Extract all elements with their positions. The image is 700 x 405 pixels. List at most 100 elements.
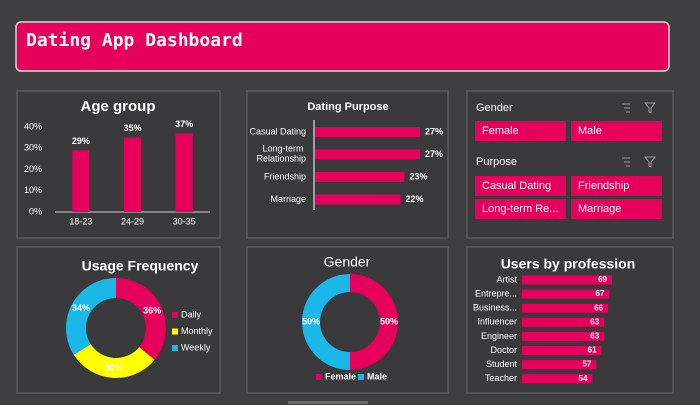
legend-label: Weekly	[181, 342, 211, 352]
clear-filter-icon[interactable]	[643, 102, 657, 114]
donut-segment	[65, 277, 116, 355]
category-label: Influencer	[477, 317, 517, 327]
slicer-item[interactable]: Male	[578, 125, 602, 137]
value-label: 61	[588, 346, 597, 355]
category-label: Artist	[496, 274, 517, 284]
value-label: 36%	[143, 305, 161, 315]
slicer-title: Purpose	[476, 156, 517, 168]
chart-title: Users by profession	[501, 256, 636, 272]
legend-label: Male	[367, 371, 387, 381]
legend-swatch	[358, 374, 364, 380]
value-label: 50%	[380, 316, 398, 326]
y-tick-label: 10%	[24, 185, 42, 195]
category-label: Business...	[473, 303, 517, 313]
value-label: 37%	[175, 119, 193, 129]
legend-label: Female	[325, 371, 356, 381]
value-label: 67	[595, 289, 604, 298]
x-tick-label: 24-29	[121, 216, 144, 226]
chart-title: Age group	[81, 98, 156, 115]
slicer-item[interactable]: Female	[482, 125, 519, 137]
value-label: 63	[590, 317, 599, 326]
donut-segment	[350, 274, 398, 370]
clear-filter-icon[interactable]	[643, 156, 657, 168]
legend-label: Daily	[181, 309, 202, 319]
category-label: Doctor	[490, 345, 517, 355]
category-label: Teacher	[485, 373, 517, 383]
category-label: Student	[486, 359, 518, 369]
value-label: 69	[598, 275, 607, 284]
scrollbar[interactable]	[288, 401, 368, 404]
slicer-button[interactable]	[571, 199, 662, 219]
category-label: Engineer	[481, 331, 517, 341]
slicer-item[interactable]: Long-term Re...	[482, 203, 558, 215]
multi-select-icon	[622, 157, 630, 167]
y-tick-label: 20%	[24, 164, 42, 174]
bar	[124, 137, 141, 212]
value-label: 35%	[123, 123, 141, 133]
value-label: 50%	[302, 316, 320, 326]
legend-label: Monthly	[181, 326, 213, 336]
bar	[175, 133, 193, 212]
donut-segment	[116, 278, 166, 360]
value-label: 66	[594, 303, 603, 312]
chart-title: Dating Purpose	[307, 101, 388, 113]
slicer-title: Gender	[476, 102, 513, 114]
bar	[522, 360, 597, 370]
value-label: 34%	[72, 303, 90, 313]
category-label: Marriage	[270, 194, 306, 204]
y-tick-label: 40%	[24, 121, 42, 131]
category-label: Long-term Relationship	[256, 144, 306, 164]
bar	[522, 289, 610, 299]
value-label: 27%	[425, 126, 443, 136]
value-label: 29%	[72, 136, 90, 146]
bar	[522, 317, 605, 327]
value-label: 63	[590, 332, 599, 341]
value-label: 54	[579, 374, 588, 383]
bar	[72, 150, 90, 212]
bar	[315, 172, 405, 182]
value-label: 22%	[406, 194, 424, 204]
title-bar	[15, 21, 670, 72]
slicer-icons	[622, 102, 657, 168]
chart-title: Gender	[324, 254, 371, 270]
donut-segment	[73, 344, 155, 378]
legend-swatch	[172, 345, 178, 351]
slicer-button[interactable]	[571, 176, 662, 196]
donut-segment	[302, 274, 350, 370]
slicer-item[interactable]: Marriage	[578, 203, 621, 215]
chart-title: Usage Frequency	[82, 258, 199, 274]
slicer-item[interactable]: Friendship	[578, 180, 629, 192]
category-label: Casual Dating	[249, 126, 306, 136]
category-label: Entrepre...	[475, 288, 517, 298]
y-tick-label: 0%	[29, 206, 42, 216]
panel	[246, 90, 449, 239]
slicer-button[interactable]	[475, 121, 566, 141]
legend-swatch	[172, 312, 178, 318]
value-label: 23%	[409, 171, 427, 181]
dashboard-title: Dating App Dashboard	[26, 30, 243, 51]
bar	[522, 275, 612, 285]
bar	[522, 331, 605, 341]
category-label: Friendship	[264, 171, 306, 181]
bar	[522, 346, 602, 355]
bar	[522, 303, 609, 313]
legend-swatch	[316, 374, 322, 380]
y-tick-label: 30%	[24, 143, 42, 153]
x-tick-label: 30-35	[173, 216, 196, 226]
legend-swatch	[172, 328, 178, 335]
slicer-button[interactable]	[475, 176, 566, 196]
slicer-button[interactable]	[571, 121, 662, 141]
value-label: 27%	[425, 149, 443, 159]
bar	[315, 127, 420, 137]
bar	[522, 374, 593, 384]
bar	[315, 149, 420, 160]
multi-select-icon	[622, 103, 630, 113]
value-label: 30%	[104, 362, 122, 372]
slicer-button[interactable]	[475, 199, 566, 219]
slicer-item[interactable]: Casual Dating	[482, 180, 551, 192]
bar	[315, 194, 401, 205]
value-label: 57	[582, 360, 591, 369]
x-tick-label: 18-23	[69, 216, 92, 226]
